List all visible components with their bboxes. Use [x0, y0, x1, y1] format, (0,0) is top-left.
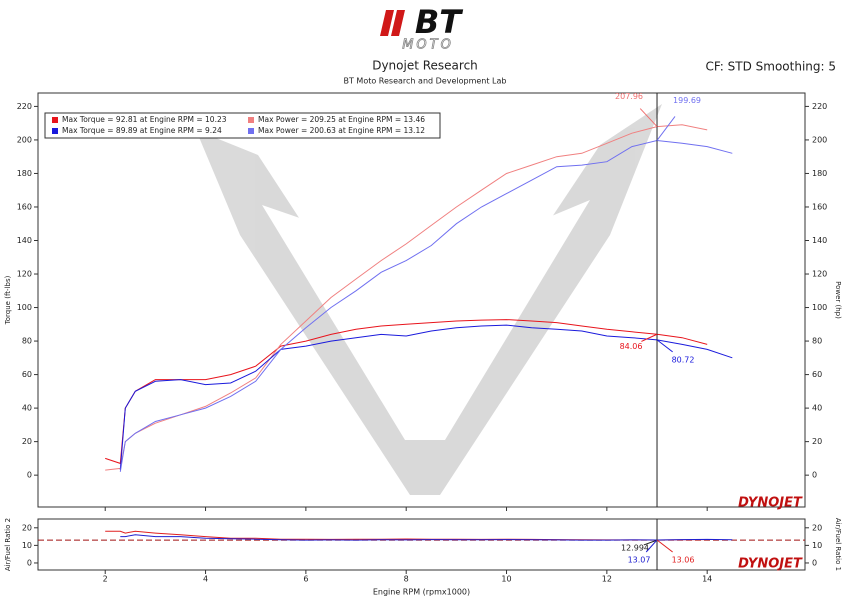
annotation-arrow [656, 339, 673, 353]
afr-frame [37, 518, 806, 571]
watermark [196, 104, 662, 495]
y-tick-label: 220 [17, 102, 32, 111]
legend-label: Max Power = 209.25 at Engine RPM = 13.46 [258, 115, 425, 124]
brand: DYNOJET [738, 557, 803, 572]
logo-bar [391, 10, 405, 36]
logo-text: BT [415, 3, 463, 41]
annotation-label: 80.72 [672, 355, 695, 364]
legend-swatch [52, 128, 58, 134]
y-tick-label: 200 [17, 135, 32, 144]
y-tick-label: 40 [22, 404, 32, 413]
legend-swatch [248, 117, 254, 123]
y2-tick-label: 60 [812, 370, 822, 379]
y-tick-label: 10 [22, 541, 32, 550]
x-tick-label: 12 [602, 575, 612, 584]
settings: CF: STD Smoothing: 5 [705, 60, 836, 74]
y2-tick-label: 180 [812, 169, 827, 178]
y2-axis-label: Air/Fuel Ratio 1 [834, 518, 842, 571]
annotation-label: 13.06 [672, 555, 695, 564]
annotation-label: 12.994 [621, 544, 649, 553]
legend-label: Max Power = 200.63 at Engine RPM = 13.12 [258, 126, 425, 135]
annotation-arrow [641, 333, 658, 342]
series-line [120, 534, 733, 541]
x-axis-label: Engine RPM (rpmx1000) [373, 588, 470, 597]
y2-tick-label: 40 [812, 404, 822, 413]
annotation-arrow [639, 108, 658, 127]
x-tick-label: 10 [501, 575, 511, 584]
y2-tick-label: 100 [812, 303, 827, 312]
y2-tick-label: 20 [812, 523, 822, 532]
annotation-arrow [645, 539, 658, 553]
x-tick-label: 14 [702, 575, 712, 584]
y2-tick-label: 160 [812, 202, 827, 211]
y-tick-label: 0 [27, 558, 32, 567]
y-tick-label: 120 [17, 270, 32, 279]
series-line [105, 530, 708, 541]
annotation-label: 13.07 [628, 555, 651, 564]
logo-bar [380, 10, 394, 36]
annotation-label: 207.96 [615, 92, 643, 101]
x-tick-label: 8 [404, 575, 409, 584]
y-tick-label: 80 [22, 337, 32, 346]
legend-label: Max Torque = 89.89 at Engine RPM = 9.24 [62, 126, 222, 135]
watermark-cut [262, 200, 590, 440]
brand: DYNOJET [738, 496, 803, 511]
x-tick-label: 4 [203, 575, 208, 584]
logo-sub: MOTO [402, 38, 454, 53]
y2-tick-label: 200 [812, 135, 827, 144]
y2-tick-label: 0 [812, 471, 817, 480]
x-tick-label: 6 [303, 575, 308, 584]
legend-swatch [248, 128, 254, 134]
legend [44, 112, 441, 139]
annotation-arrow [643, 539, 658, 546]
y2-tick-label: 80 [812, 337, 822, 346]
y-tick-label: 160 [17, 202, 32, 211]
logo: BT MOTO [380, 3, 463, 53]
x-tick-label: 2 [103, 575, 108, 584]
annotation-label: 84.06 [620, 342, 643, 351]
annotation-arrow [656, 116, 676, 141]
y2-tick-label: 0 [812, 558, 817, 567]
y-tick-label: 100 [17, 303, 32, 312]
y2-tick-label: 140 [812, 236, 827, 245]
y-axis-label: Torque (ft-lbs) [4, 275, 12, 325]
series-line [105, 124, 708, 471]
y2-tick-label: 20 [812, 437, 822, 446]
y-tick-label: 140 [17, 236, 32, 245]
annotation-arrow [656, 539, 673, 553]
main-frame [37, 92, 806, 508]
legend-swatch [52, 117, 58, 123]
annotation-label: 199.69 [673, 96, 701, 105]
series-line [119, 139, 733, 472]
y2-tick-label: 120 [812, 270, 827, 279]
page-title: Dynojet Research [372, 59, 478, 73]
page-subtitle: BT Moto Research and Development Lab [344, 77, 507, 86]
y-tick-label: 0 [27, 471, 32, 480]
y-axis-label: Air/Fuel Ratio 2 [4, 518, 12, 571]
y-tick-label: 20 [22, 437, 32, 446]
series-line [119, 324, 733, 471]
y-tick-label: 180 [17, 169, 32, 178]
y-tick-label: 60 [22, 370, 32, 379]
y2-tick-label: 220 [812, 102, 827, 111]
y2-tick-label: 10 [812, 541, 822, 550]
y-tick-label: 20 [22, 523, 32, 532]
y2-axis-label: Power (hp) [834, 281, 842, 319]
legend-label: Max Torque = 92.81 at Engine RPM = 10.23 [62, 115, 227, 124]
series-line [105, 319, 708, 465]
